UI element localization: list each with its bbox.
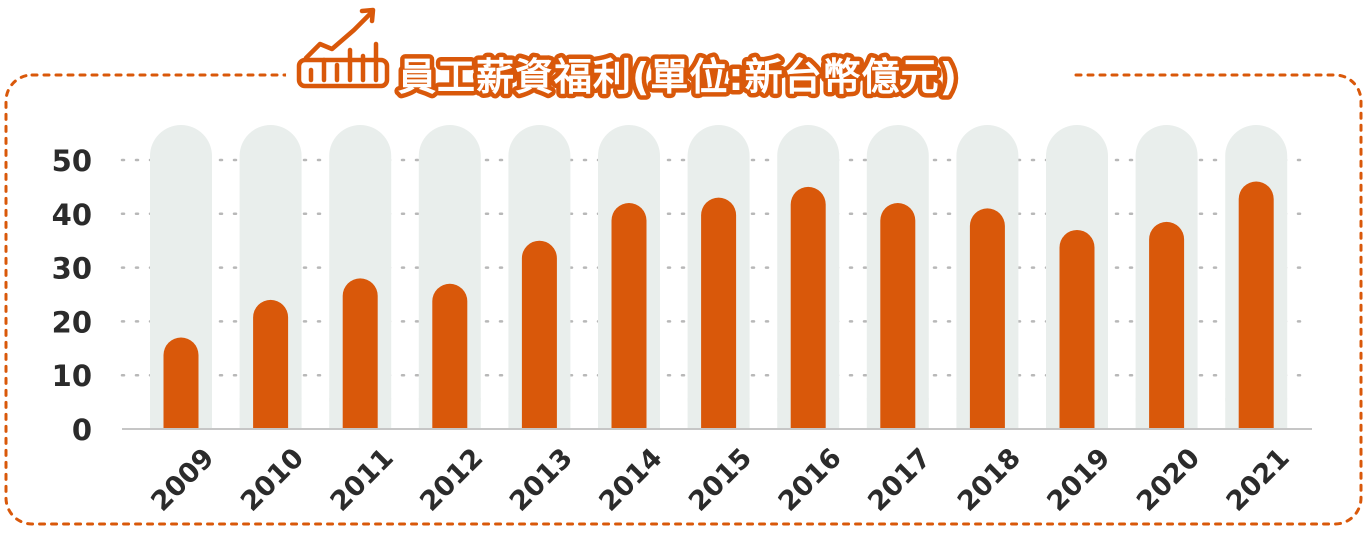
- x-tick-label: 2019: [1041, 442, 1116, 517]
- y-tick-label: 50: [52, 144, 92, 178]
- x-tick-label: 2021: [1221, 442, 1296, 517]
- bar-2014: [611, 203, 647, 429]
- bar-2018: [969, 208, 1005, 429]
- bar-2010: [253, 299, 289, 429]
- x-tick-label: 2009: [145, 442, 220, 517]
- x-tick-label: 2014: [593, 442, 668, 517]
- bar-2021: [1238, 181, 1274, 429]
- bar-2019: [1059, 229, 1095, 429]
- x-axis-ticks: 2009 2010 2011 2012 2013 2014 2015 2016 2017 2018…: [145, 442, 1295, 517]
- y-tick-label: 10: [52, 359, 92, 393]
- y-tick-label: 30: [52, 252, 92, 286]
- y-tick-label: 20: [52, 305, 92, 339]
- y-tick-label: 40: [52, 198, 92, 232]
- bar-chart-trend-up-icon: [296, 7, 390, 89]
- bars: [163, 181, 1274, 429]
- bar-2017: [880, 203, 916, 429]
- bar-2009: [163, 337, 199, 429]
- x-tick-label: 2018: [952, 442, 1027, 517]
- grid-lines: [120, 158, 1314, 377]
- x-tick-label: 2016: [773, 442, 848, 517]
- x-tick-label: 2017: [862, 442, 937, 517]
- x-tick-label: 2012: [414, 442, 489, 517]
- y-axis-ticks: 0 10 20 30 40 50: [52, 144, 92, 447]
- y-tick-label: 0: [72, 413, 92, 447]
- bar-2011: [342, 278, 378, 429]
- bar-2012: [432, 283, 468, 429]
- x-tick-label: 2010: [235, 442, 310, 517]
- bar-2013: [521, 240, 557, 429]
- title-plate: [286, 52, 1072, 98]
- chart-title: 員工薪資福利(單位:新台幣億元): [398, 55, 958, 99]
- bar-2020: [1149, 221, 1185, 429]
- x-tick-label: 2011: [325, 442, 400, 517]
- x-tick-label: 2020: [1131, 442, 1206, 517]
- x-tick-label: 2015: [683, 442, 758, 517]
- bar-2015: [701, 197, 737, 429]
- x-tick-label: 2013: [504, 442, 579, 517]
- bar-2016: [790, 186, 826, 429]
